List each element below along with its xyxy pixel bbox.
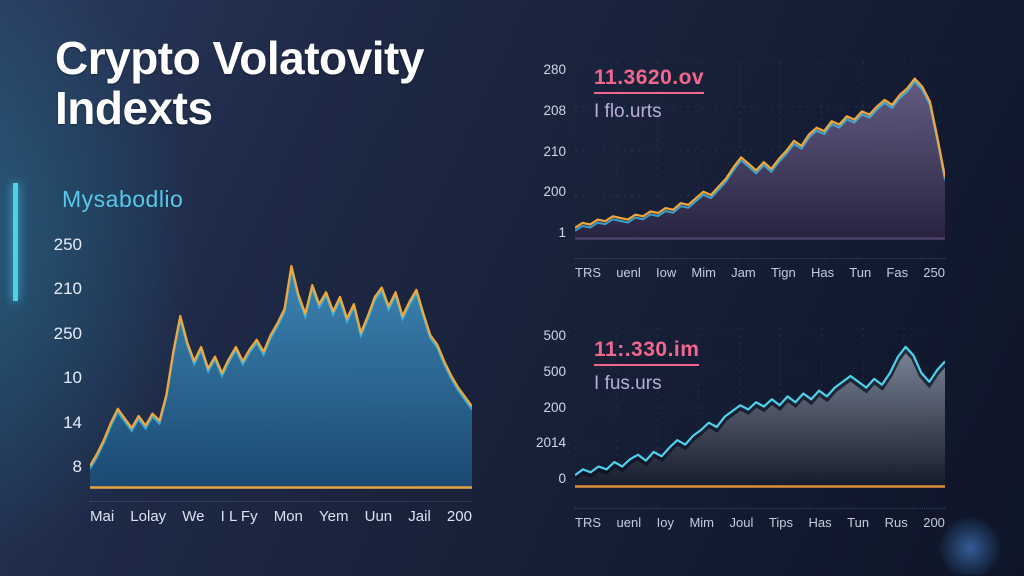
x-tick-label: Mai — [90, 508, 115, 525]
x-tick-label: Has — [808, 515, 832, 530]
x-tick-label: Tun — [847, 515, 870, 530]
x-tick-label: I L Fy — [220, 508, 258, 525]
x-tick-label: Joul — [729, 515, 754, 530]
series-line — [575, 77, 945, 229]
y-tick-label: 250 — [53, 235, 82, 254]
y-tick-label: 200 — [543, 399, 566, 415]
x-tick-label: Tips — [768, 515, 793, 530]
chart-svg — [575, 62, 945, 240]
page-title-line2: Indexts — [55, 81, 213, 134]
x-tick-label: Iow — [655, 265, 677, 280]
top-right-chart-plot — [575, 62, 945, 240]
y-tick-label: 8 — [72, 456, 82, 476]
bottom-right-chart: 11:.330.im I fus.urs 500 500 200 2014 0 TRS u… — [528, 326, 946, 538]
y-tick-label: 210 — [543, 143, 566, 159]
y-tick-label: 250 — [53, 323, 82, 343]
x-tick-label: Rus — [884, 515, 908, 530]
x-tick-label: 200 — [446, 508, 472, 525]
y-tick-label: 2014 — [535, 435, 566, 451]
x-tick-label: Uun — [364, 508, 393, 525]
x-tick-label: Jail — [408, 508, 431, 525]
bottom-right-chart-x-axis: TRS uenl Ioy Mim Joul Tips Has Tun Rus 200 — [575, 508, 945, 530]
page-title-line1: Crypto Volatovity — [55, 32, 424, 84]
x-tick-label: Fas — [886, 265, 909, 280]
x-tick-label: Mim — [689, 515, 715, 530]
legend-secondary-label: I flo.urts — [594, 101, 662, 122]
bottom-right-chart-y-axis: 500 500 200 2014 0 — [528, 328, 566, 486]
chart-svg — [90, 264, 472, 489]
x-tick-label: 200 — [923, 515, 945, 530]
x-tick-label: Mim — [691, 265, 716, 280]
x-tick-label: uenl — [616, 265, 641, 280]
bottom-right-chart-legend: 11:.330.im I fus.urs — [594, 338, 700, 395]
x-tick-label: Yem — [319, 508, 349, 525]
main-chart-plot — [90, 237, 472, 489]
legend-secondary-label: I fus.urs — [594, 373, 662, 394]
x-tick-label: Lolay — [130, 508, 167, 525]
legend-primary-label: 11:.330.im — [594, 338, 700, 366]
y-tick-label: 280 — [543, 62, 566, 77]
y-tick-label: 210 — [53, 279, 82, 299]
y-tick-label: 10 — [63, 368, 82, 388]
series-line — [90, 264, 472, 467]
x-tick-label: Ioy — [656, 515, 674, 530]
chart-svg — [575, 328, 945, 488]
bottom-right-chart-plot — [575, 328, 945, 488]
top-right-chart-y-axis: 280 208 210 200 1 — [528, 62, 566, 240]
y-tick-label: 0 — [558, 471, 566, 486]
accent-bar — [13, 183, 18, 301]
x-tick-label: TRS — [575, 265, 601, 280]
area-fill — [90, 266, 472, 489]
x-tick-label: TRS — [575, 515, 601, 530]
main-chart-title: Mysabodlio — [62, 186, 184, 212]
main-volatility-chart: Mysabodlio 250 210 250 10 14 8 Mai Lolay We I L … — [40, 186, 472, 527]
y-tick-label: 1 — [558, 225, 566, 240]
y-tick-label: 200 — [543, 184, 566, 200]
main-chart-x-axis: Mai Lolay We I L Fy Mon Yem Uun Jail 200 — [90, 501, 472, 525]
x-tick-label: Tun — [849, 265, 872, 280]
x-tick-label: Has — [810, 265, 835, 280]
top-right-chart-legend: 11.3620.ov I flo.urts — [594, 66, 705, 123]
x-tick-label: Tign — [770, 265, 796, 280]
y-tick-label: 500 — [543, 328, 566, 343]
x-tick-label: 250 — [923, 265, 945, 280]
x-tick-label: Mon — [273, 508, 303, 525]
y-tick-label: 14 — [63, 412, 82, 432]
x-tick-label: Jam — [731, 265, 756, 280]
x-tick-label: uenl — [616, 515, 642, 530]
top-right-chart: 11.3620.ov I flo.urts 280 208 210 200 1 TRS u… — [528, 58, 946, 286]
main-chart-y-axis: 250 210 250 10 14 8 — [40, 235, 82, 477]
top-right-chart-x-axis: TRS uenl Iow Mim Jam Tign Has Tun Fas 250 — [575, 258, 945, 280]
series-line — [575, 345, 945, 477]
y-tick-label: 208 — [543, 102, 566, 118]
legend-primary-label: 11.3620.ov — [594, 66, 705, 94]
y-tick-label: 500 — [543, 363, 566, 379]
x-tick-label: We — [182, 508, 205, 525]
page-title: Crypto Volatovity Indexts — [55, 32, 424, 134]
